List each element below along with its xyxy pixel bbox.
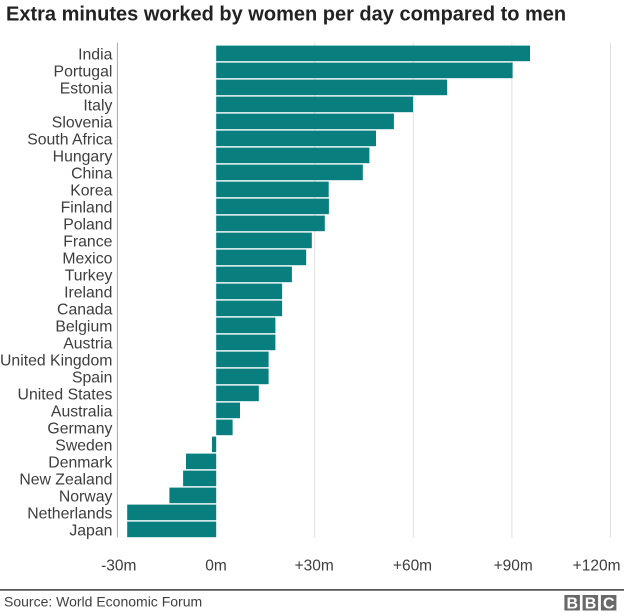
svg-text:Korea: Korea (70, 182, 112, 199)
svg-text:Belgium: Belgium (55, 318, 112, 335)
svg-text:-30m: -30m (101, 558, 136, 575)
svg-text:Spain: Spain (72, 369, 112, 386)
svg-text:Turkey: Turkey (65, 267, 113, 284)
svg-text:Canada: Canada (57, 301, 113, 318)
svg-text:United Kingdom: United Kingdom (0, 352, 112, 369)
svg-text:+30m: +30m (295, 558, 334, 575)
svg-text:+120m: +120m (573, 558, 621, 575)
svg-text:France: France (63, 233, 112, 250)
svg-text:B: B (585, 595, 597, 612)
svg-text:Australia: Australia (51, 403, 113, 420)
svg-text:Extra minutes worked by women: Extra minutes worked by women per day co… (6, 3, 566, 25)
svg-text:Japan: Japan (69, 522, 112, 539)
svg-text:Mexico: Mexico (62, 250, 112, 267)
svg-text:Netherlands: Netherlands (27, 505, 112, 522)
svg-text:South Africa: South Africa (27, 131, 112, 148)
svg-text:B: B (567, 595, 579, 612)
svg-text:China: China (71, 165, 112, 182)
svg-text:0m: 0m (205, 558, 227, 575)
svg-text:Italy: Italy (83, 97, 112, 114)
svg-text:Poland: Poland (63, 216, 112, 233)
svg-text:+60m: +60m (393, 558, 432, 575)
svg-text:Ireland: Ireland (64, 284, 112, 301)
svg-text:Sweden: Sweden (55, 437, 112, 454)
svg-text:India: India (78, 46, 112, 63)
svg-text:Germany: Germany (47, 420, 112, 437)
svg-text:United States: United States (18, 386, 113, 403)
svg-text:Denmark: Denmark (48, 454, 112, 471)
svg-text:+90m: +90m (494, 558, 533, 575)
svg-text:C: C (603, 595, 615, 612)
svg-text:Portugal: Portugal (54, 63, 113, 80)
svg-text:Norway: Norway (59, 488, 113, 505)
svg-text:Estonia: Estonia (60, 80, 113, 97)
svg-text:Slovenia: Slovenia (52, 114, 113, 131)
svg-text:Austria: Austria (63, 335, 112, 352)
svg-text:Source: World Economic Forum: Source: World Economic Forum (4, 594, 202, 610)
svg-text:Hungary: Hungary (53, 148, 113, 165)
svg-text:Finland: Finland (61, 199, 113, 216)
svg-text:New Zealand: New Zealand (19, 471, 112, 488)
